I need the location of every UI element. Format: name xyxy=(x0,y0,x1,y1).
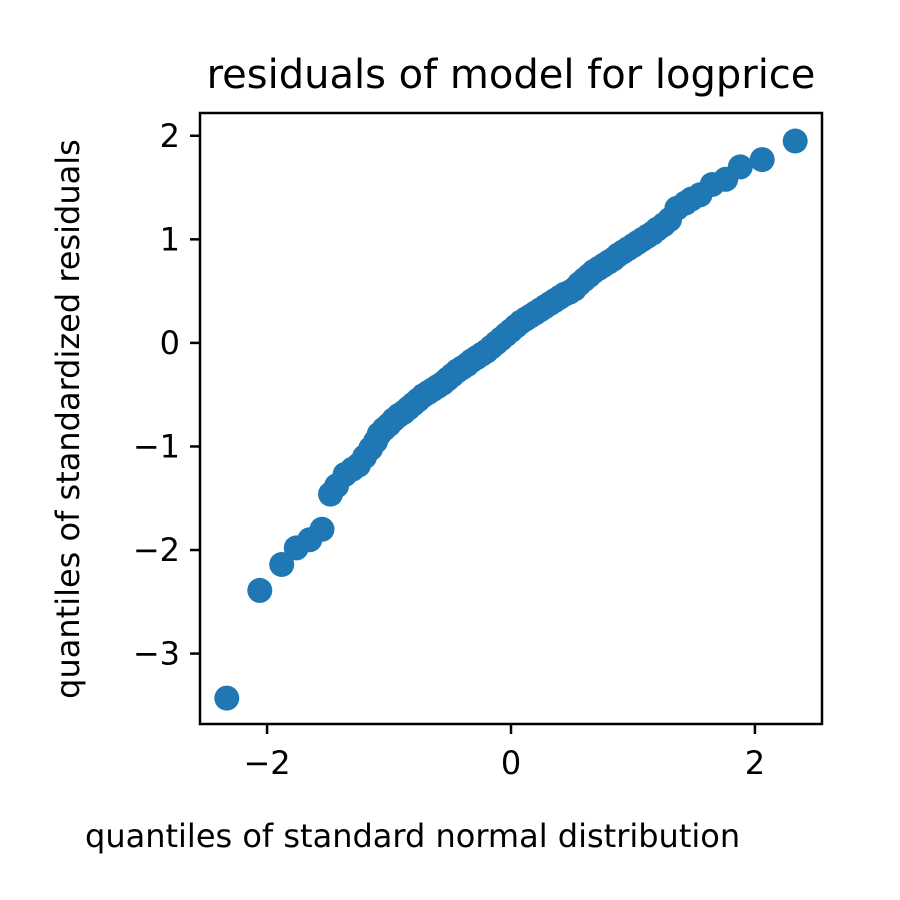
y-tick-label: 1 xyxy=(160,220,180,258)
data-point xyxy=(309,516,335,542)
x-tick-label: 2 xyxy=(745,744,765,782)
y-axis-label: quantiles of standardized residuals xyxy=(49,139,87,699)
data-point xyxy=(727,154,753,180)
y-tick-label: 0 xyxy=(160,324,180,362)
scatter-points xyxy=(214,128,808,711)
chart-title: residuals of model for logprice xyxy=(207,52,816,98)
data-point xyxy=(269,552,295,577)
x-tick-label: 0 xyxy=(501,744,521,782)
y-tick-label: −3 xyxy=(133,635,180,673)
data-point xyxy=(214,685,240,711)
x-axis-label: quantiles of standard normal distributio… xyxy=(85,817,740,855)
data-point xyxy=(782,128,808,154)
axis-ticks: −2 0 2 2 1 0 −1 −2 −3 xyxy=(133,117,765,782)
y-tick-label: 2 xyxy=(160,117,180,155)
plot-area-frame xyxy=(198,111,824,726)
x-tick-label: −2 xyxy=(243,744,290,782)
y-tick-label: −1 xyxy=(133,427,180,465)
data-point xyxy=(247,577,273,603)
y-tick-label: −2 xyxy=(133,531,180,569)
data-point xyxy=(749,147,775,173)
